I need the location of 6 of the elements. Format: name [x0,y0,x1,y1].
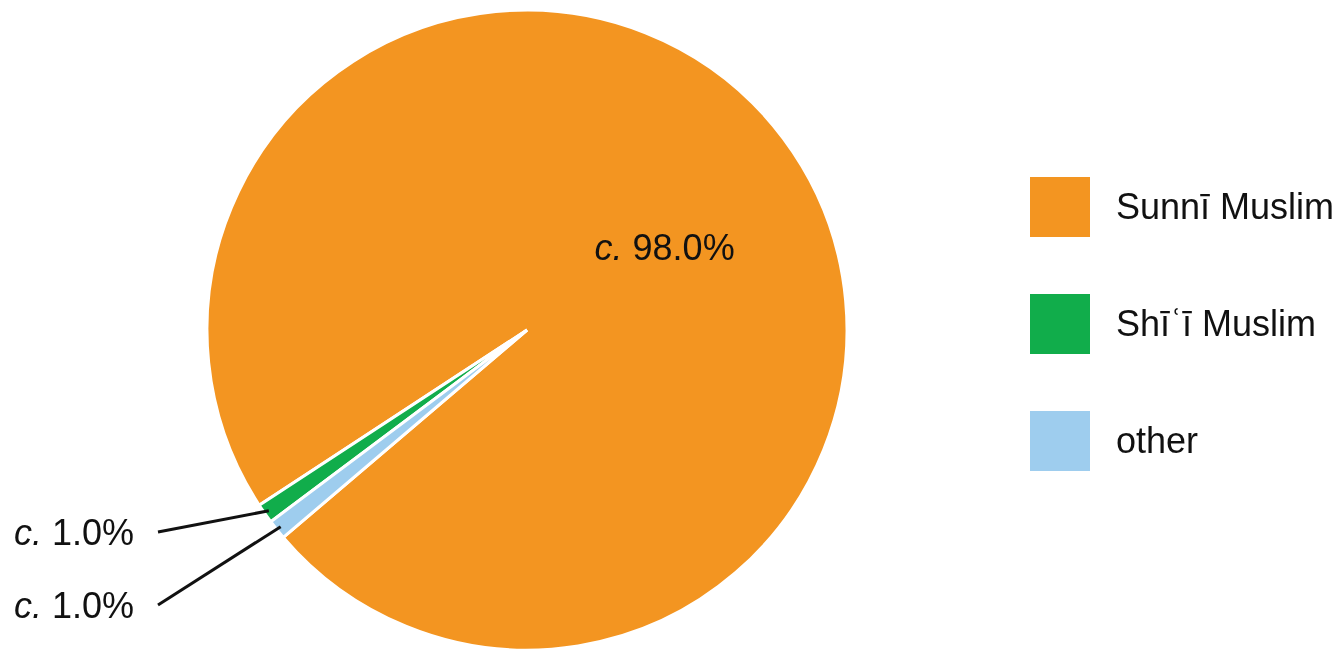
data-label: c. 1.0% [14,584,135,626]
data-label: c. 1.0% [14,511,135,553]
legend-label: Sunnī Muslim [1115,186,1334,228]
data-label: c. 98.0% [594,226,735,268]
legend-label: other [1115,420,1198,462]
legend-label: Shīʿī Muslim [1115,303,1316,345]
